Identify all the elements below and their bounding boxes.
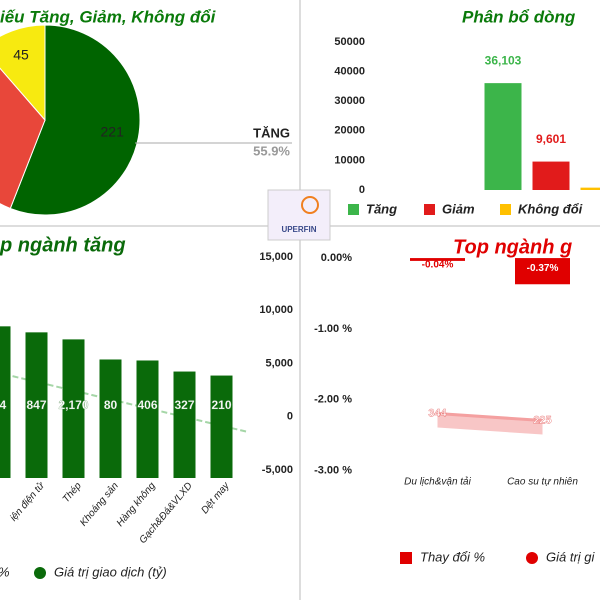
chart-title: Top ngành g xyxy=(453,236,572,258)
line-area xyxy=(437,413,543,435)
y-tick-label: -5,000 xyxy=(262,464,293,476)
y-tick-label: 0 xyxy=(287,411,293,423)
pie-slice xyxy=(0,67,46,210)
bar xyxy=(484,83,522,190)
x-tick-label: Cao su tự nhiên xyxy=(507,477,578,488)
bar xyxy=(532,161,570,190)
point-label: 80 xyxy=(104,398,118,412)
y-tick-label: 15,000 xyxy=(259,251,293,263)
y-tick-label: 10,000 xyxy=(259,304,293,316)
value-label: 344 xyxy=(428,407,447,419)
legend-swatch xyxy=(500,204,511,215)
chart-title: Phân bổ dòng xyxy=(462,7,576,26)
y-tick-label: -3.00 % xyxy=(314,464,352,476)
slice-label: 45 xyxy=(13,47,29,63)
y-tick-label: 0.00% xyxy=(321,252,352,264)
y-tick-label: 30000 xyxy=(334,95,365,107)
bar xyxy=(62,339,85,478)
legend-label: % xyxy=(0,564,10,579)
value-label: 9,601 xyxy=(536,132,566,146)
legend-label: Giá trị giao dịch (tỷ) xyxy=(54,564,167,579)
x-tick-label: Du lịch&vận tải xyxy=(404,476,471,488)
legend-label: Giá trị gi xyxy=(546,549,596,564)
point-label: 2,170 xyxy=(58,398,88,412)
legend-label: Tăng xyxy=(366,201,397,216)
point-label: 327 xyxy=(174,398,194,412)
legend-swatch xyxy=(526,552,538,564)
y-tick-label: -1.00 % xyxy=(314,323,352,335)
y-tick-label: 40000 xyxy=(334,66,365,78)
bar xyxy=(515,258,570,285)
point-label: 210 xyxy=(211,398,231,412)
percent-label: 55.9% xyxy=(253,143,290,158)
category-label: TĂNG xyxy=(253,125,290,140)
logo-box xyxy=(267,189,331,241)
y-tick-label: 20000 xyxy=(334,125,365,137)
y-tick-label: 5,000 xyxy=(265,357,293,369)
legend-label: Thay đổi % xyxy=(420,549,485,564)
legend-label: Giảm xyxy=(442,201,475,216)
point-label: 24 xyxy=(0,398,6,412)
point-label: 847 xyxy=(26,398,46,412)
pie-slice xyxy=(0,24,46,122)
y-tick-label: 50000 xyxy=(334,36,365,48)
y-tick-label: 10000 xyxy=(334,154,365,166)
logo-text: UPERFIN xyxy=(281,225,316,234)
value-label: 225 xyxy=(533,414,551,426)
legend-swatch xyxy=(34,567,46,579)
value-label: -0.37% xyxy=(527,263,559,274)
legend-swatch xyxy=(348,204,359,215)
legend-swatch xyxy=(424,204,435,215)
bar xyxy=(25,332,48,478)
y-tick-label: 0 xyxy=(359,184,365,196)
bar xyxy=(210,375,233,478)
legend-label: Không đổi xyxy=(518,201,583,216)
value-label: 36,103 xyxy=(485,53,522,67)
bar xyxy=(99,359,122,478)
value-label: -0.04% xyxy=(422,260,454,271)
logo-icon xyxy=(301,196,319,214)
line xyxy=(437,412,543,423)
chart-title: p ngành tăng xyxy=(0,234,126,256)
y-tick-label: -2.00 % xyxy=(314,394,352,406)
slice-label: 221 xyxy=(101,123,125,139)
bar xyxy=(580,187,600,190)
bar xyxy=(136,360,159,478)
pie-slice xyxy=(9,24,141,216)
chart-title: iếu Tăng, Giảm, Không đổi xyxy=(0,7,217,26)
bar xyxy=(173,371,196,478)
point-label: 406 xyxy=(137,398,157,412)
bar xyxy=(0,326,11,478)
bar xyxy=(410,258,465,261)
legend-swatch xyxy=(400,552,412,564)
